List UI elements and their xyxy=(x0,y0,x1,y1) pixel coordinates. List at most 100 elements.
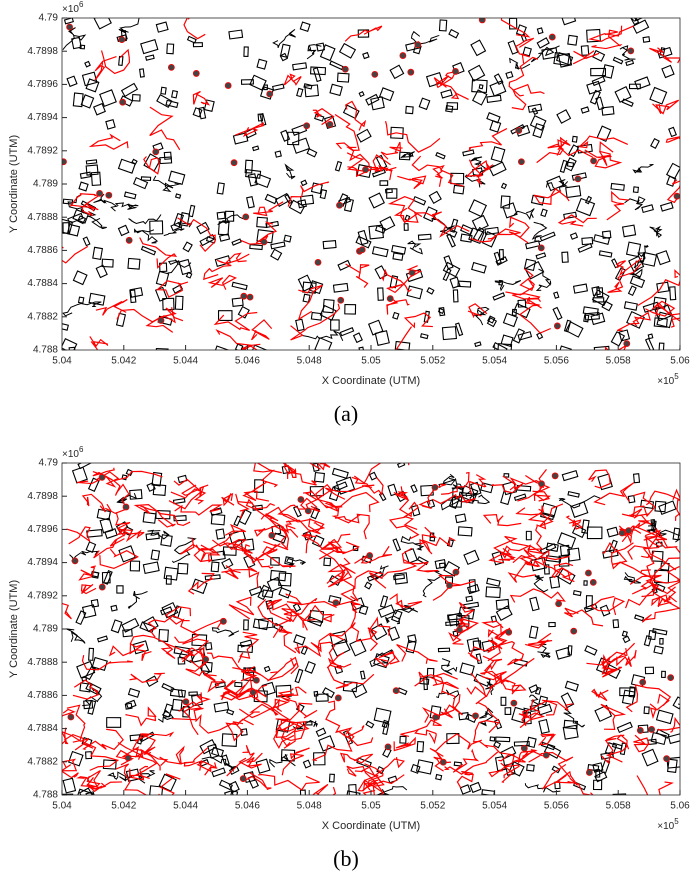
building xyxy=(502,202,518,219)
station xyxy=(297,496,305,503)
building xyxy=(486,112,501,124)
building xyxy=(313,690,319,697)
building xyxy=(508,18,518,30)
building xyxy=(63,18,74,25)
building xyxy=(145,54,155,61)
route xyxy=(139,505,176,528)
building xyxy=(391,244,407,255)
route xyxy=(639,566,680,584)
building xyxy=(105,119,116,130)
station xyxy=(240,292,248,300)
building xyxy=(131,158,138,165)
building xyxy=(659,637,664,645)
building xyxy=(405,105,414,115)
route xyxy=(312,783,337,795)
route xyxy=(302,604,335,628)
route xyxy=(372,154,393,173)
route xyxy=(125,706,157,727)
route xyxy=(235,493,253,519)
building xyxy=(314,337,333,350)
route xyxy=(537,733,557,746)
building xyxy=(569,232,579,240)
route xyxy=(240,221,278,245)
building xyxy=(466,637,481,652)
route xyxy=(338,725,374,747)
building xyxy=(319,44,336,62)
building xyxy=(365,720,375,729)
building xyxy=(331,467,349,479)
building xyxy=(435,151,446,160)
route xyxy=(441,471,470,495)
building xyxy=(198,106,207,120)
building xyxy=(339,327,355,337)
station xyxy=(118,36,126,44)
route xyxy=(502,475,546,502)
route xyxy=(70,203,99,217)
building xyxy=(423,206,438,223)
building xyxy=(299,21,311,32)
building xyxy=(228,529,247,544)
building xyxy=(399,735,407,744)
contour xyxy=(62,301,102,317)
station xyxy=(249,689,257,696)
building xyxy=(129,489,143,500)
route xyxy=(272,625,297,654)
building xyxy=(394,572,408,585)
building xyxy=(535,252,547,260)
building xyxy=(323,557,332,567)
building xyxy=(526,764,535,772)
contour xyxy=(469,492,491,505)
route xyxy=(310,641,336,669)
route xyxy=(69,193,102,212)
station xyxy=(590,157,597,165)
route xyxy=(509,588,566,603)
y-tick-label: 4.788 xyxy=(33,790,58,801)
building xyxy=(355,235,372,249)
station xyxy=(62,158,67,166)
building xyxy=(580,106,590,114)
route xyxy=(484,744,515,778)
station xyxy=(260,238,268,246)
building xyxy=(209,507,223,517)
building xyxy=(358,91,365,98)
x-tick-label: 5.046 xyxy=(235,801,260,812)
building xyxy=(668,126,677,138)
contour xyxy=(400,151,415,159)
building xyxy=(62,793,74,795)
route xyxy=(221,566,260,589)
building xyxy=(564,157,577,172)
building xyxy=(293,634,306,646)
building xyxy=(122,628,133,638)
route xyxy=(224,679,267,701)
building xyxy=(352,545,359,552)
y-tick-label: 4.79 xyxy=(39,13,59,24)
station xyxy=(67,713,75,721)
building xyxy=(165,99,179,109)
building xyxy=(415,759,434,775)
building xyxy=(87,699,97,715)
building xyxy=(168,170,186,186)
building xyxy=(443,255,454,270)
building xyxy=(302,281,317,294)
building xyxy=(203,99,215,112)
building xyxy=(593,234,611,246)
route xyxy=(421,526,456,547)
building xyxy=(171,698,183,712)
station xyxy=(268,532,276,539)
route xyxy=(528,751,574,778)
building xyxy=(131,94,141,102)
route xyxy=(512,293,542,309)
building xyxy=(77,463,93,470)
route xyxy=(62,708,76,717)
building xyxy=(446,233,456,248)
building xyxy=(256,58,268,70)
route xyxy=(508,56,539,97)
building xyxy=(601,105,615,116)
route xyxy=(525,632,553,649)
building xyxy=(404,214,411,222)
building xyxy=(359,670,366,680)
building xyxy=(172,284,184,294)
building xyxy=(218,233,231,242)
building xyxy=(626,310,645,329)
building xyxy=(115,312,127,327)
